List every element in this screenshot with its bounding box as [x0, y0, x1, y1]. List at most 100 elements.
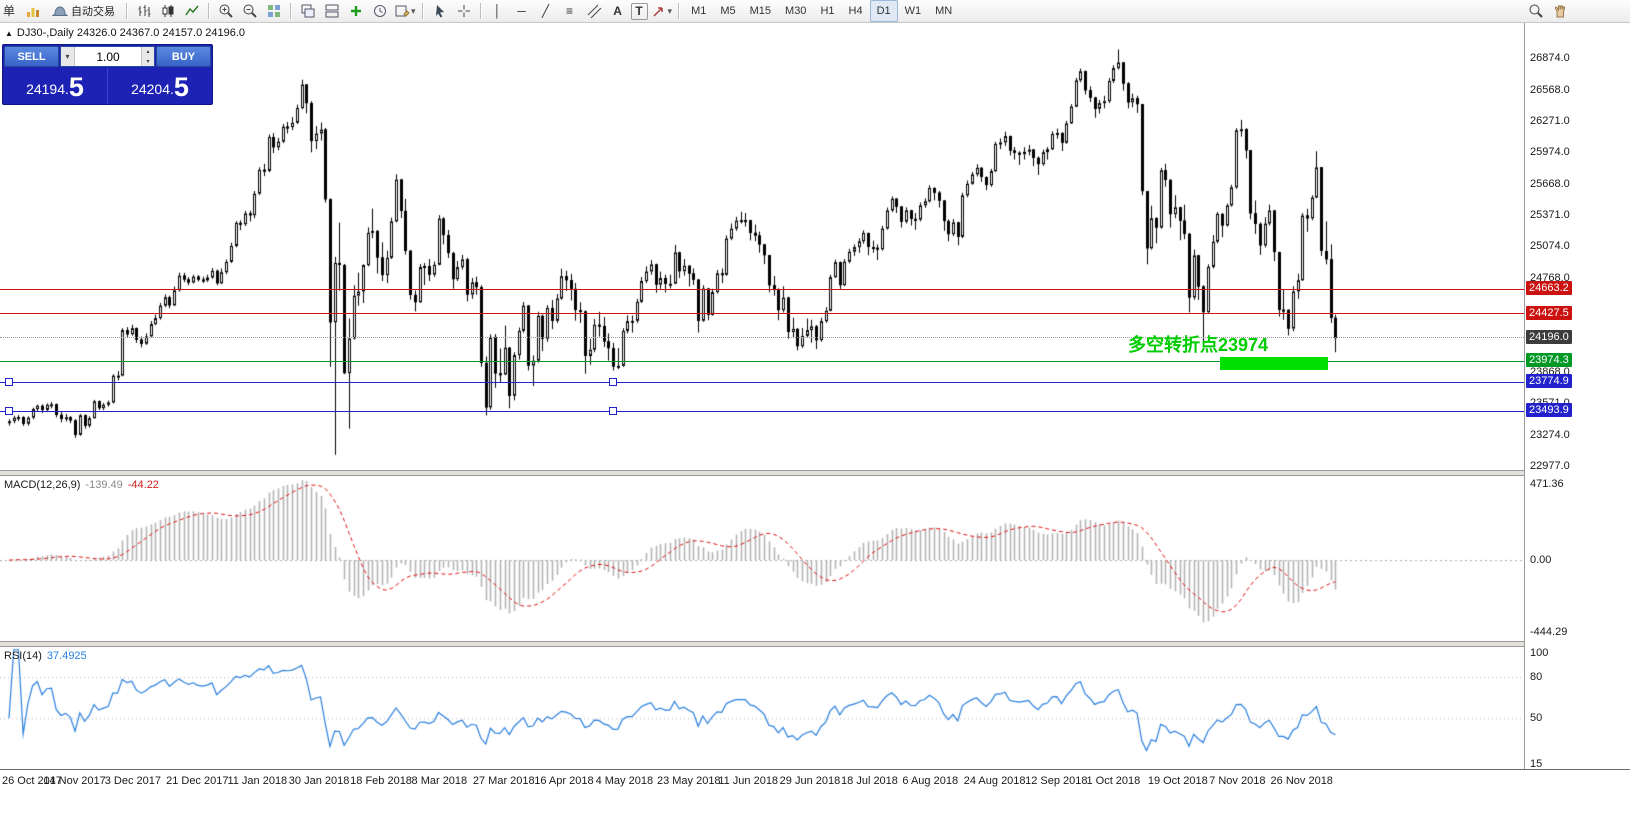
- macd-label: MACD(12,26,9) -139.49 -44.22: [4, 479, 159, 491]
- date-label: 14 Nov 2017: [43, 775, 106, 787]
- separator: [290, 3, 292, 19]
- horizontal-level-line-23974.3[interactable]: [0, 360, 1524, 362]
- zoom-out-icon[interactable]: [239, 0, 261, 22]
- price-tick-label: 25974.0: [1530, 145, 1570, 158]
- horizontal-level-line-24663.2[interactable]: [0, 288, 1524, 290]
- spin-down-icon[interactable]: ▾: [146, 58, 150, 65]
- pivot-highlight-rectangle[interactable]: [1220, 357, 1328, 370]
- timeframe-button-d1[interactable]: D1: [869, 0, 898, 22]
- volume-dropdown-icon[interactable]: ▾: [61, 47, 75, 66]
- vertical-line-tool-icon[interactable]: │: [493, 4, 502, 18]
- rsi-panel[interactable]: [0, 647, 1524, 769]
- line-drag-handle[interactable]: [609, 407, 617, 416]
- ask-big-digit: 5: [173, 72, 189, 102]
- bid-big-digit: 5: [68, 72, 84, 102]
- price-tick-label: 23274.0: [1530, 428, 1570, 441]
- text-tool-icon[interactable]: A: [613, 4, 622, 18]
- arrange-windows-icon[interactable]: [321, 0, 343, 22]
- horizontal-line-tool-icon[interactable]: ─: [517, 4, 526, 18]
- volume-spinner[interactable]: ▴ ▾: [141, 47, 154, 66]
- add-indicator-icon[interactable]: [345, 0, 367, 22]
- timeframe-button-h4[interactable]: H4: [848, 5, 863, 17]
- macd-signal-value: -44.22: [127, 479, 159, 491]
- rsi-axis-label: 80: [1530, 671, 1543, 684]
- arrows-tool-icon[interactable]: ▾: [650, 0, 674, 22]
- date-label: 4 May 2018: [595, 775, 654, 787]
- panel-splitter[interactable]: [0, 641, 1630, 647]
- date-label: 19 Oct 2018: [1147, 775, 1208, 787]
- date-label: 30 Jan 2018: [288, 775, 350, 787]
- date-label: 29 Jun 2018: [779, 775, 841, 787]
- line-drag-handle[interactable]: [5, 407, 13, 416]
- horizontal-level-line-23493.9[interactable]: [0, 410, 1524, 412]
- bar-chart-icon[interactable]: [133, 0, 155, 22]
- date-label: 26 Nov 2018: [1270, 775, 1333, 787]
- period-clock-icon[interactable]: [369, 0, 391, 22]
- timeframe-button-m1[interactable]: M1: [691, 5, 707, 17]
- horizontal-level-line-24196.0[interactable]: [0, 337, 1524, 339]
- drag-hand-icon[interactable]: [1549, 0, 1571, 22]
- date-label: 12 Sep 2018: [1025, 775, 1088, 787]
- timeframe-button-m30[interactable]: M30: [785, 5, 807, 17]
- price-axis-rsi: 100 80 50 15: [1525, 647, 1630, 770]
- label-tool-icon[interactable]: T: [630, 2, 648, 20]
- horizontal-level-line-23774.9[interactable]: [0, 381, 1524, 383]
- time-axis[interactable]: 26 Oct 2017 14 Nov 2017 3 Dec 2017 21 Dec 2…: [0, 769, 1630, 794]
- ohlc-text: DJ30-,Daily 24326.0 24367.0 24157.0 2419…: [16, 27, 246, 39]
- cascade-windows-icon[interactable]: [297, 0, 319, 22]
- rsi-label: RSI(14) 37.4925: [4, 650, 87, 662]
- macd-name: MACD(12,26,9): [4, 479, 81, 491]
- bid-price: 24194. 5: [3, 68, 107, 104]
- date-label: 18 Jul 2018: [841, 775, 898, 787]
- crosshair-icon[interactable]: [453, 0, 475, 22]
- sell-button[interactable]: SELL: [4, 46, 59, 67]
- rsi-canvas[interactable]: [0, 647, 1524, 769]
- candlestick-canvas[interactable]: [0, 23, 1524, 470]
- new-order-button[interactable]: 单: [2, 4, 15, 18]
- timeframe-button-m5[interactable]: M5: [720, 5, 736, 17]
- price-axis-macd: 471.36 0.00 -444.29: [1525, 476, 1630, 641]
- price-badge-23774.9: 23774.9: [1526, 374, 1572, 389]
- spin-up-icon[interactable]: ▴: [146, 49, 150, 56]
- timeframe-button-m15[interactable]: M15: [749, 5, 772, 17]
- channel-tool-icon[interactable]: [583, 0, 605, 22]
- timeframe-button-mn[interactable]: MN: [935, 5, 953, 17]
- separator: [479, 3, 482, 19]
- line-drag-handle[interactable]: [609, 378, 617, 387]
- date-label: 11 Jun 2018: [718, 775, 779, 787]
- ask-small-digits: 24204.: [131, 81, 174, 97]
- date-label: 7 Nov 2018: [1209, 775, 1266, 787]
- volume-value[interactable]: 1.00: [96, 49, 120, 64]
- pivot-annotation-text[interactable]: 多空转折点23974: [1128, 335, 1269, 355]
- search-icon[interactable]: [1525, 0, 1547, 22]
- timeframe-button-h1[interactable]: H1: [820, 5, 835, 17]
- fibonacci-tool-icon[interactable]: ≡: [566, 4, 574, 18]
- panel-splitter[interactable]: [0, 470, 1630, 476]
- horizontal-level-line-24427.5[interactable]: [0, 313, 1524, 315]
- bid-small-digits: 24194.: [26, 81, 69, 97]
- volume-control[interactable]: ▾ 1.00 ▴ ▾: [60, 46, 155, 67]
- price-tick-label: 26271.0: [1530, 114, 1570, 127]
- templates-icon[interactable]: ▾: [393, 0, 417, 22]
- timeframe-button-w1[interactable]: W1: [904, 5, 922, 17]
- price-chart-area[interactable]: ▲ DJ30-,Daily 24326.0 24367.0 24157.0 24…: [0, 23, 1524, 470]
- tile-windows-icon[interactable]: [263, 0, 285, 22]
- one-click-trading-panel: SELL ▾ 1.00 ▴ ▾ BUY 24194. 5 24204. 5: [2, 44, 213, 105]
- candlestick-chart-icon[interactable]: [157, 0, 179, 22]
- price-axis[interactable]: 26874.0 26568.0 26271.0 25974.0 25668.0 25371…: [1524, 23, 1630, 770]
- zoom-in-icon[interactable]: [215, 0, 237, 22]
- ask-price: 24204. 5: [108, 68, 212, 104]
- price-badge-24663.2: 24663.2: [1526, 281, 1572, 296]
- buy-button[interactable]: BUY: [156, 46, 211, 67]
- date-label: 8 Mar 2018: [411, 775, 468, 787]
- macd-panel[interactable]: [0, 476, 1524, 641]
- new-chart-icon[interactable]: [22, 0, 44, 22]
- cursor-icon[interactable]: [429, 0, 451, 22]
- collapse-panel-icon[interactable]: ▲: [5, 28, 13, 38]
- line-chart-icon[interactable]: [181, 0, 203, 22]
- macd-canvas[interactable]: [0, 476, 1524, 641]
- autotrading-button[interactable]: 自动交易: [45, 0, 122, 22]
- line-drag-handle[interactable]: [5, 378, 13, 387]
- ohlc-readout: ▲ DJ30-,Daily 24326.0 24367.0 24157.0 24…: [5, 27, 245, 39]
- trendline-tool-icon[interactable]: ╱: [541, 4, 550, 18]
